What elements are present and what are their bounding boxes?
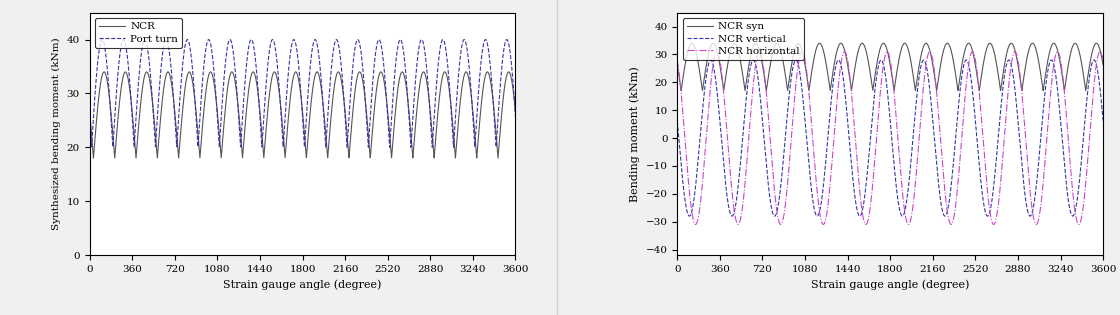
NCR [433,92,447,96]
Port turn [83,115,96,119]
NCR horizontal [671,59,684,62]
NCR [86,156,100,160]
Port turn [508,115,522,119]
NCR vertical [726,214,739,218]
NCR syn [1020,54,1034,57]
NCR vertical [989,169,1002,173]
NCR horizontal [1096,59,1110,62]
NCR vertical [833,60,847,64]
NCR syn [948,65,961,68]
Line: NCR: NCR [90,72,515,158]
Port turn [433,48,447,52]
Line: Port turn: Port turn [90,40,515,147]
Y-axis label: Bending moment (kNm): Bending moment (kNm) [629,66,640,202]
NCR syn [833,42,847,45]
NCR [83,110,96,114]
NCR vertical [948,149,961,153]
Line: NCR syn: NCR syn [678,43,1103,91]
Port turn [338,113,352,117]
NCR [160,71,174,75]
NCR syn [1090,41,1103,45]
NCR horizontal [1008,50,1021,54]
NCR syn [926,63,940,67]
Line: NCR horizontal: NCR horizontal [678,52,1103,225]
NCR horizontal [948,213,961,217]
NCR horizontal [748,70,762,74]
Legend: NCR syn, NCR vertical, NCR horizontal: NCR syn, NCR vertical, NCR horizontal [682,18,804,60]
NCR vertical [747,58,760,62]
NCR horizontal [1021,162,1035,166]
NCR horizontal [833,68,847,72]
Port turn [360,117,373,121]
X-axis label: Strain gauge angle (degree): Strain gauge angle (degree) [223,279,382,290]
NCR [245,71,259,74]
Port turn [245,39,259,43]
NCR [508,110,522,114]
NCR [502,70,515,74]
NCR [338,110,352,113]
Port turn [401,94,414,97]
Port turn [393,38,407,42]
Port turn [160,39,174,43]
Legend: NCR, Port turn: NCR, Port turn [95,18,183,48]
NCR vertical [1021,209,1035,213]
NCR syn [1096,63,1110,67]
NCR syn [989,55,1002,59]
NCR [401,95,414,99]
Line: NCR vertical: NCR vertical [678,60,1103,216]
NCR syn [748,42,762,46]
NCR syn [674,89,688,93]
NCR horizontal [989,220,1002,224]
NCR syn [671,63,684,67]
NCR vertical [926,120,940,124]
NCR vertical [671,119,684,123]
NCR horizontal [926,58,940,62]
Y-axis label: Synthesized bending moment (kNm): Synthesized bending moment (kNm) [52,37,62,230]
Port turn [383,146,396,149]
NCR horizontal [987,223,1000,226]
NCR [360,112,373,116]
NCR vertical [1096,119,1110,123]
NCR vertical [748,60,762,64]
X-axis label: Strain gauge angle (degree): Strain gauge angle (degree) [811,279,970,290]
